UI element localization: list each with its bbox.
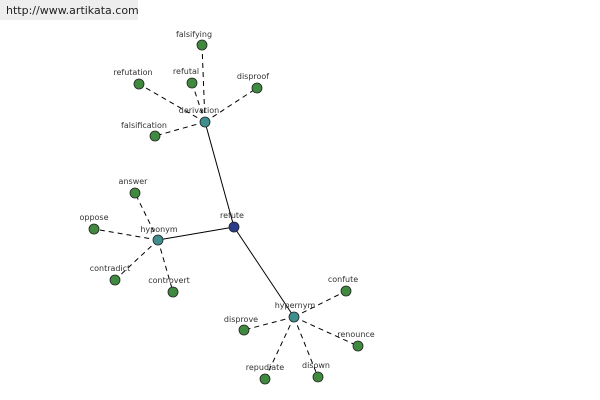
node-label[interactable]: hyponym bbox=[140, 225, 178, 234]
word-node[interactable] bbox=[167, 286, 179, 298]
node-label[interactable]: oppose bbox=[79, 213, 108, 222]
node-label[interactable]: derivation bbox=[179, 106, 219, 115]
node-label[interactable]: answer bbox=[119, 177, 149, 186]
node-label[interactable]: disown bbox=[302, 361, 330, 370]
node-label[interactable]: refute bbox=[220, 211, 244, 220]
relation-node[interactable] bbox=[152, 234, 164, 246]
word-node[interactable] bbox=[186, 77, 198, 89]
node-label[interactable]: refutation bbox=[113, 68, 152, 77]
dashed-edge bbox=[138, 83, 206, 123]
node-label[interactable]: disprove bbox=[224, 315, 258, 324]
word-node[interactable] bbox=[129, 187, 141, 199]
word-node[interactable] bbox=[88, 223, 100, 235]
dashed-edge bbox=[293, 316, 319, 378]
word-node[interactable] bbox=[133, 78, 145, 90]
word-node[interactable] bbox=[149, 130, 161, 142]
dashed-edge bbox=[264, 316, 295, 380]
dashed-edge bbox=[114, 239, 159, 281]
dashed-edge bbox=[93, 228, 159, 241]
dashed-edge bbox=[293, 290, 347, 318]
word-node[interactable] bbox=[251, 82, 263, 94]
dashed-edge bbox=[191, 82, 206, 123]
node-label[interactable]: repudiate bbox=[246, 363, 285, 372]
dashed-edge bbox=[201, 44, 206, 123]
edge bbox=[233, 226, 295, 318]
word-node[interactable] bbox=[340, 285, 352, 297]
node-label[interactable]: renounce bbox=[337, 330, 375, 339]
dashed-edge bbox=[157, 239, 174, 293]
relation-node[interactable] bbox=[288, 311, 300, 323]
node-label[interactable]: confute bbox=[328, 275, 358, 284]
word-node[interactable] bbox=[238, 324, 250, 336]
node-label[interactable]: controvert bbox=[148, 276, 190, 285]
node-label[interactable]: contradict bbox=[90, 264, 131, 273]
root-node[interactable] bbox=[228, 221, 240, 233]
word-node[interactable] bbox=[312, 371, 324, 383]
edge bbox=[157, 226, 235, 241]
relation-node[interactable] bbox=[199, 116, 211, 128]
node-label[interactable]: disproof bbox=[237, 72, 269, 81]
site-url[interactable]: http://www.artikata.com bbox=[0, 0, 139, 20]
dashed-edge bbox=[293, 316, 359, 347]
word-node[interactable] bbox=[196, 39, 208, 51]
node-label[interactable]: hypernym bbox=[275, 301, 316, 310]
word-node[interactable] bbox=[109, 274, 121, 286]
dashed-edge bbox=[204, 87, 258, 123]
edge bbox=[204, 121, 235, 228]
word-node[interactable] bbox=[352, 340, 364, 352]
word-node[interactable] bbox=[259, 373, 271, 385]
node-label[interactable]: falsifying bbox=[176, 30, 212, 39]
node-label[interactable]: falsification bbox=[121, 121, 167, 130]
node-label[interactable]: refutal bbox=[173, 67, 199, 76]
